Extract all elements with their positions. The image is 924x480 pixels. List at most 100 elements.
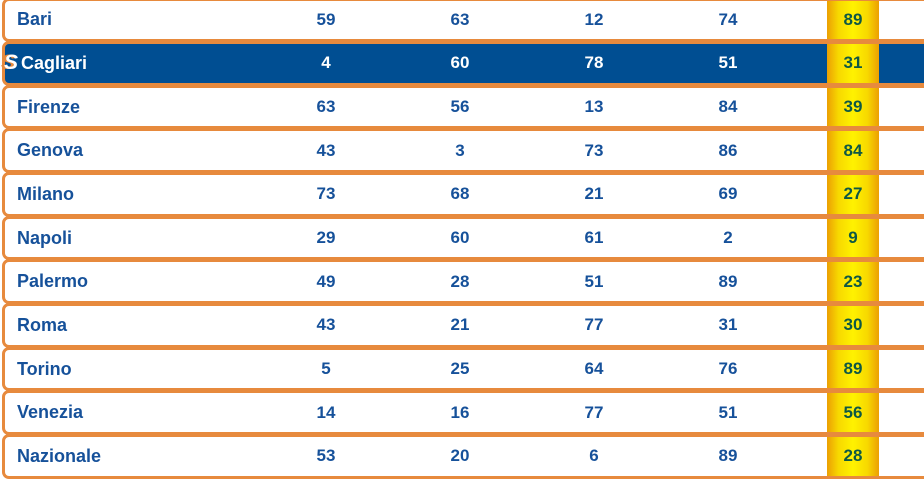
number-cell: 4 <box>321 53 331 73</box>
number-cell: 43 <box>316 140 336 160</box>
table-row[interactable]: SS Roma 43 21 77 31 30 <box>2 303 924 348</box>
city-cell: SS Milano <box>5 175 259 214</box>
number-cell: 20 <box>450 446 470 466</box>
spacer-cell <box>795 262 827 301</box>
number-cell: 49 <box>316 271 336 291</box>
number-cell: 60 <box>450 228 470 248</box>
city-name: Nazionale <box>17 445 102 466</box>
number-cell: 53 <box>316 446 336 466</box>
spacer-cell <box>795 44 827 83</box>
city-cell: SS Torino <box>5 350 259 389</box>
city-cell: SS Bari <box>5 1 259 40</box>
gold-number-cell: 31 <box>827 44 879 83</box>
city-cell: SS Venezia <box>5 393 259 432</box>
number-cell: 21 <box>584 184 604 204</box>
city-cell: SS Napoli <box>5 219 259 258</box>
spacer-cell <box>795 350 827 389</box>
number-cell: 86 <box>718 140 738 160</box>
number-cell: 3 <box>455 140 465 160</box>
number-cell: 21 <box>450 315 470 335</box>
gold-number: 31 <box>843 53 863 73</box>
table-row[interactable]: SS Genova 43 3 73 86 84 <box>2 128 924 174</box>
table-row[interactable]: SS Torino 5 25 64 76 89 <box>2 346 924 392</box>
number-cell: 74 <box>718 9 738 29</box>
trailing-cell <box>879 437 924 476</box>
number-cell: 6 <box>589 446 599 466</box>
trailing-cell <box>879 350 924 389</box>
gold-number: 27 <box>843 184 863 204</box>
city-cell: SS Roma <box>5 306 259 345</box>
trailing-cell <box>879 175 924 214</box>
trailing-cell <box>879 219 924 258</box>
number-cell: 61 <box>584 228 604 248</box>
number-cell: 31 <box>718 315 738 335</box>
number-cell: 12 <box>584 9 604 29</box>
spacer-cell <box>795 88 827 127</box>
number-cell: 28 <box>450 271 470 291</box>
number-cell: 73 <box>584 140 604 160</box>
number-cell: 29 <box>316 228 336 248</box>
number-cell: 51 <box>584 271 604 291</box>
city-name: Napoli <box>17 227 73 248</box>
number-cell: 2 <box>723 228 733 248</box>
table-row[interactable]: SS Milano 73 68 21 69 27 <box>2 172 924 217</box>
gold-number-cell: 27 <box>827 175 879 214</box>
number-cell: 13 <box>584 97 604 117</box>
city-name: Firenze <box>17 96 81 117</box>
number-cell: 60 <box>450 53 470 73</box>
gold-number-cell: 89 <box>827 0 879 40</box>
number-cell: 59 <box>316 9 336 29</box>
number-cell: 63 <box>450 9 470 29</box>
city-cell: SS Genova <box>5 131 259 170</box>
gold-number: 23 <box>843 271 863 291</box>
city-cell: SS Nazionale <box>5 437 259 476</box>
gold-number: 56 <box>843 402 863 422</box>
gold-number: 9 <box>848 228 858 248</box>
gold-number-cell: 30 <box>827 306 879 345</box>
city-cell: SS Firenze <box>5 88 259 127</box>
city-name: Venezia <box>17 402 84 423</box>
gold-number-cell: 89 <box>827 349 879 389</box>
table-row[interactable]: SS Nazionale 53 20 6 89 28 <box>2 434 924 479</box>
table-row[interactable]: SS Venezia 14 16 77 51 56 <box>2 390 924 435</box>
table-row[interactable]: SS Bari 59 63 12 74 89 <box>2 0 924 43</box>
number-cell: 73 <box>316 184 336 204</box>
spacer-cell <box>795 219 827 258</box>
number-cell: 14 <box>316 402 336 422</box>
number-cell: 51 <box>718 53 738 73</box>
city-name: Palermo <box>17 271 89 292</box>
city-name: Roma <box>17 314 68 335</box>
number-cell: 43 <box>316 315 336 335</box>
trailing-cell <box>879 306 924 345</box>
gold-number-cell: 28 <box>827 437 879 476</box>
trailing-cell <box>879 1 924 40</box>
gold-number: 39 <box>843 97 863 117</box>
trailing-cell <box>879 44 924 83</box>
number-cell: 56 <box>450 97 470 117</box>
number-cell: 89 <box>718 446 738 466</box>
gold-number-cell: 9 <box>827 218 879 258</box>
number-cell: 84 <box>718 97 738 117</box>
number-cell: 63 <box>316 97 336 117</box>
gold-number-cell: 39 <box>827 87 879 127</box>
table-row[interactable]: SS Napoli 29 60 61 2 9 <box>2 215 924 261</box>
table-row[interactable]: SS Firenze 63 56 13 84 39 <box>2 84 924 130</box>
number-cell: 51 <box>718 402 738 422</box>
table-row[interactable]: SS Palermo 49 28 51 89 23 <box>2 259 924 305</box>
city-name: Genova <box>17 140 84 161</box>
trailing-cell <box>879 262 924 301</box>
city-name: Cagliari <box>21 52 88 73</box>
spacer-cell <box>795 1 827 40</box>
city-name: Bari <box>17 9 53 30</box>
gold-number: 30 <box>843 315 863 335</box>
number-cell: 77 <box>584 402 604 422</box>
gold-number: 84 <box>843 140 863 160</box>
number-cell: 16 <box>450 402 470 422</box>
city-cell: SS Palermo <box>5 262 259 301</box>
city-name: Torino <box>17 358 72 379</box>
gold-number: 28 <box>843 446 863 466</box>
